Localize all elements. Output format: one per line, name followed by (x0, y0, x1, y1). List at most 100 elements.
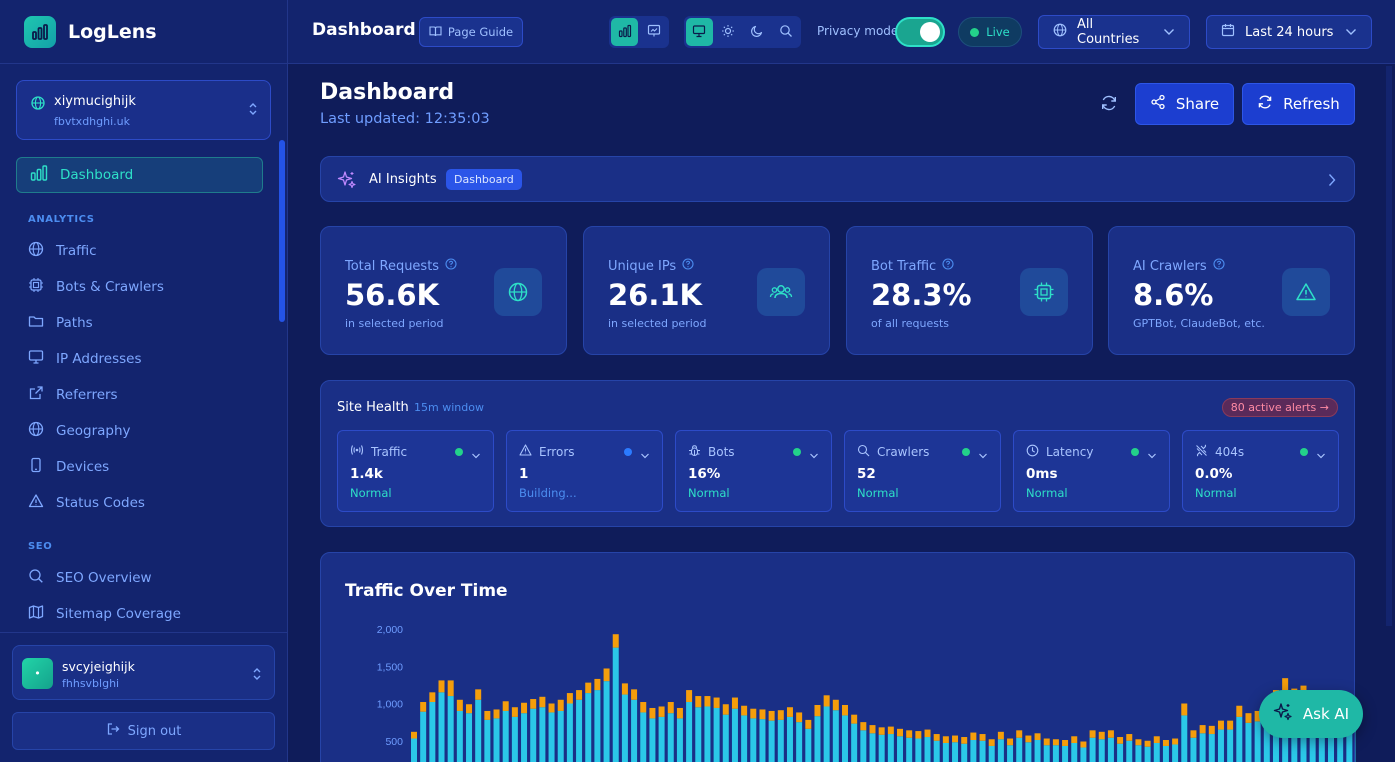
chart-bar-secondary[interactable] (548, 703, 555, 713)
chart-bar-primary[interactable] (1162, 745, 1169, 762)
light-theme-button[interactable] (715, 18, 742, 46)
chart-bar-secondary[interactable] (676, 707, 683, 719)
chart-bar-secondary[interactable] (576, 690, 583, 700)
sidebar-item-geography[interactable]: Geography (16, 413, 263, 449)
system-theme-button[interactable] (686, 18, 713, 46)
chart-bar-secondary[interactable] (750, 708, 757, 719)
chart-bar-primary[interactable] (649, 718, 656, 762)
chart-bar-primary[interactable] (456, 710, 463, 762)
health-card-latency[interactable]: Latency 0ms Normal (1013, 430, 1170, 512)
chart-bar-secondary[interactable] (438, 680, 445, 693)
sidebar-item-sitemap-coverage[interactable]: Sitemap Coverage (16, 596, 263, 632)
chart-bar-primary[interactable] (704, 706, 711, 762)
chart-bar-secondary[interactable] (805, 719, 812, 729)
chart-bar-secondary[interactable] (557, 699, 564, 711)
chart-bar-secondary[interactable] (493, 709, 500, 719)
chart-bar-secondary[interactable] (970, 732, 977, 741)
chart-bar-secondary[interactable] (1245, 713, 1252, 723)
user-switcher[interactable]: • svcyjeighijk fhhsvblghi (12, 645, 275, 700)
chart-bar-secondary[interactable] (1181, 703, 1188, 716)
chart-bar-secondary[interactable] (640, 702, 647, 713)
chart-bar-primary[interactable] (1236, 716, 1243, 762)
chart-bar-primary[interactable] (1126, 740, 1133, 762)
chart-bar-primary[interactable] (915, 738, 922, 762)
chart-bar-secondary[interactable] (1254, 710, 1261, 722)
chart-bar-secondary[interactable] (1135, 739, 1142, 746)
chart-bar-primary[interactable] (420, 711, 427, 762)
page-guide-button[interactable]: Page Guide (419, 17, 523, 47)
chart-bar-secondary[interactable] (621, 683, 628, 695)
main-scrollbar[interactable] (1386, 66, 1392, 626)
chart-bar-primary[interactable] (878, 734, 885, 762)
chart-bar-primary[interactable] (658, 716, 665, 762)
auto-refresh-button[interactable] (1094, 90, 1124, 120)
chart-bar-secondary[interactable] (924, 729, 931, 738)
chart-bar-secondary[interactable] (1034, 733, 1041, 741)
chart-bar-primary[interactable] (566, 703, 573, 762)
chart-bar-secondary[interactable] (1172, 738, 1179, 745)
chart-bar-secondary[interactable] (704, 696, 711, 707)
chart-bar-secondary[interactable] (1080, 741, 1087, 748)
site-switcher[interactable]: xiymucighijk fbvtxdhghi.uk (16, 80, 271, 140)
privacy-mode-toggle[interactable] (895, 17, 945, 47)
chart-bar-primary[interactable] (695, 707, 702, 762)
chart-bar-secondary[interactable] (484, 710, 491, 720)
chart-bar-primary[interactable] (511, 716, 518, 762)
chart-bar-secondary[interactable] (521, 702, 528, 714)
chart-bar-primary[interactable] (786, 716, 793, 762)
chart-bar-primary[interactable] (1217, 729, 1224, 762)
chart-bar-secondary[interactable] (759, 709, 766, 720)
chart-bar-primary[interactable] (997, 739, 1004, 762)
chart-bar-primary[interactable] (1135, 745, 1142, 762)
chart-bar-primary[interactable] (1337, 719, 1344, 762)
chart-bar-primary[interactable] (887, 734, 894, 762)
sidebar-item-status-codes[interactable]: Status Codes (16, 485, 263, 521)
chart-bar-secondary[interactable] (933, 734, 940, 741)
chart-bar-primary[interactable] (1199, 733, 1206, 762)
sidebar-item-traffic[interactable]: Traffic (16, 233, 263, 269)
chart-bar-secondary[interactable] (832, 699, 839, 711)
chart-bar-primary[interactable] (447, 696, 454, 762)
help-icon[interactable] (682, 258, 694, 274)
active-alerts-badge[interactable]: 80 active alerts → (1221, 398, 1338, 417)
chart-bar-secondary[interactable] (566, 693, 573, 704)
chart-bar-primary[interactable] (713, 707, 720, 762)
chart-bar-secondary[interactable] (906, 730, 913, 738)
chart-bar-secondary[interactable] (777, 710, 784, 720)
chart-bar-secondary[interactable] (731, 697, 738, 709)
chart-bar-primary[interactable] (594, 690, 601, 762)
chart-bar-primary[interactable] (411, 738, 417, 762)
chart-bar-primary[interactable] (961, 743, 968, 762)
country-select[interactable]: All Countries (1038, 15, 1190, 49)
chart-bar-primary[interactable] (832, 710, 839, 762)
chart-bar-secondary[interactable] (713, 697, 720, 708)
chart-bar-primary[interactable] (851, 723, 858, 762)
chart-bar-secondary[interactable] (1089, 730, 1096, 738)
presentation-view-button[interactable] (640, 18, 667, 46)
chart-bar-secondary[interactable] (897, 728, 904, 737)
chart-bar-secondary[interactable] (860, 722, 867, 731)
chart-bar-primary[interactable] (1153, 742, 1160, 762)
chart-bar-primary[interactable] (988, 745, 995, 762)
chart-bar-secondary[interactable] (786, 707, 793, 717)
chart-bar-secondary[interactable] (511, 707, 518, 717)
health-card-errors[interactable]: Errors 1 Building... (506, 430, 663, 512)
chart-bar-secondary[interactable] (585, 682, 592, 694)
chart-bar-primary[interactable] (530, 708, 537, 762)
chart-bar-secondary[interactable] (686, 690, 693, 703)
chart-bar-primary[interactable] (731, 708, 738, 762)
chart-bar-primary[interactable] (1107, 737, 1114, 762)
chart-bar-primary[interactable] (1025, 742, 1032, 762)
chart-bar-secondary[interactable] (658, 706, 665, 717)
chart-bar-primary[interactable] (777, 719, 784, 762)
live-indicator[interactable]: Live (958, 17, 1022, 47)
help-icon[interactable] (445, 258, 457, 274)
chart-bar-primary[interactable] (667, 713, 674, 762)
sidebar-scrollbar[interactable] (279, 140, 285, 322)
chart-bar-secondary[interactable] (887, 726, 894, 735)
chart-bar-primary[interactable] (869, 733, 876, 762)
ask-ai-button[interactable]: Ask AI (1259, 690, 1363, 738)
sidebar-item-referrers[interactable]: Referrers (16, 377, 263, 413)
sidebar-item-ip-addresses[interactable]: IP Addresses (16, 341, 263, 377)
chart-bar-secondary[interactable] (447, 680, 454, 697)
